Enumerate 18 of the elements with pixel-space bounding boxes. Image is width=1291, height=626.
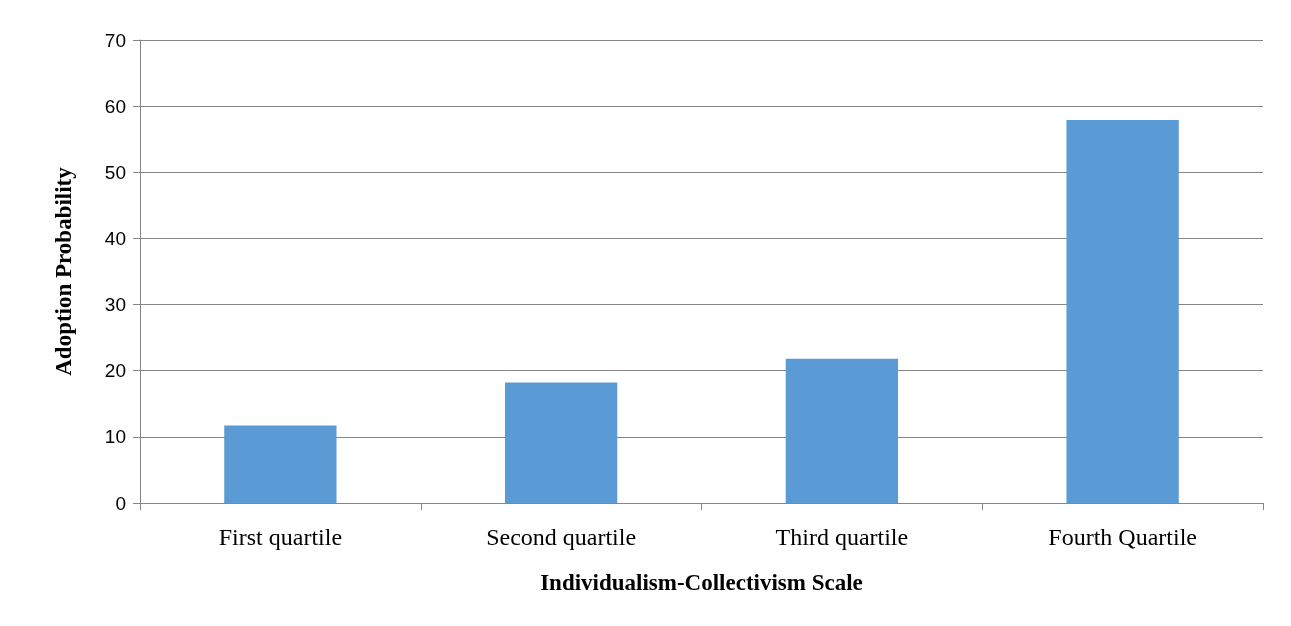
x-tick-label: Second quartile: [486, 524, 637, 550]
y-tick-label: 20: [104, 360, 126, 382]
x-tick-label: First quartile: [218, 524, 343, 550]
y-tick-label: 30: [104, 294, 126, 316]
y-tick-label: 50: [104, 161, 126, 183]
y-tick-label: 0: [115, 492, 126, 514]
y-tick-label: 60: [104, 95, 126, 117]
bar: [224, 425, 337, 503]
x-tick-label: Fourth Quartile: [1048, 524, 1197, 550]
y-tick-label: 70: [104, 29, 126, 51]
bar: [504, 382, 618, 503]
x-tick-label: Third quartile: [775, 524, 909, 550]
y-axis-title: Adoption Probability: [51, 166, 76, 376]
y-tick-label: 40: [104, 227, 126, 249]
bar: [785, 358, 899, 503]
x-axis-title: Individualism-Collectivism Scale: [540, 570, 863, 595]
bar: [1066, 120, 1179, 503]
y-tick-label: 10: [104, 426, 126, 448]
